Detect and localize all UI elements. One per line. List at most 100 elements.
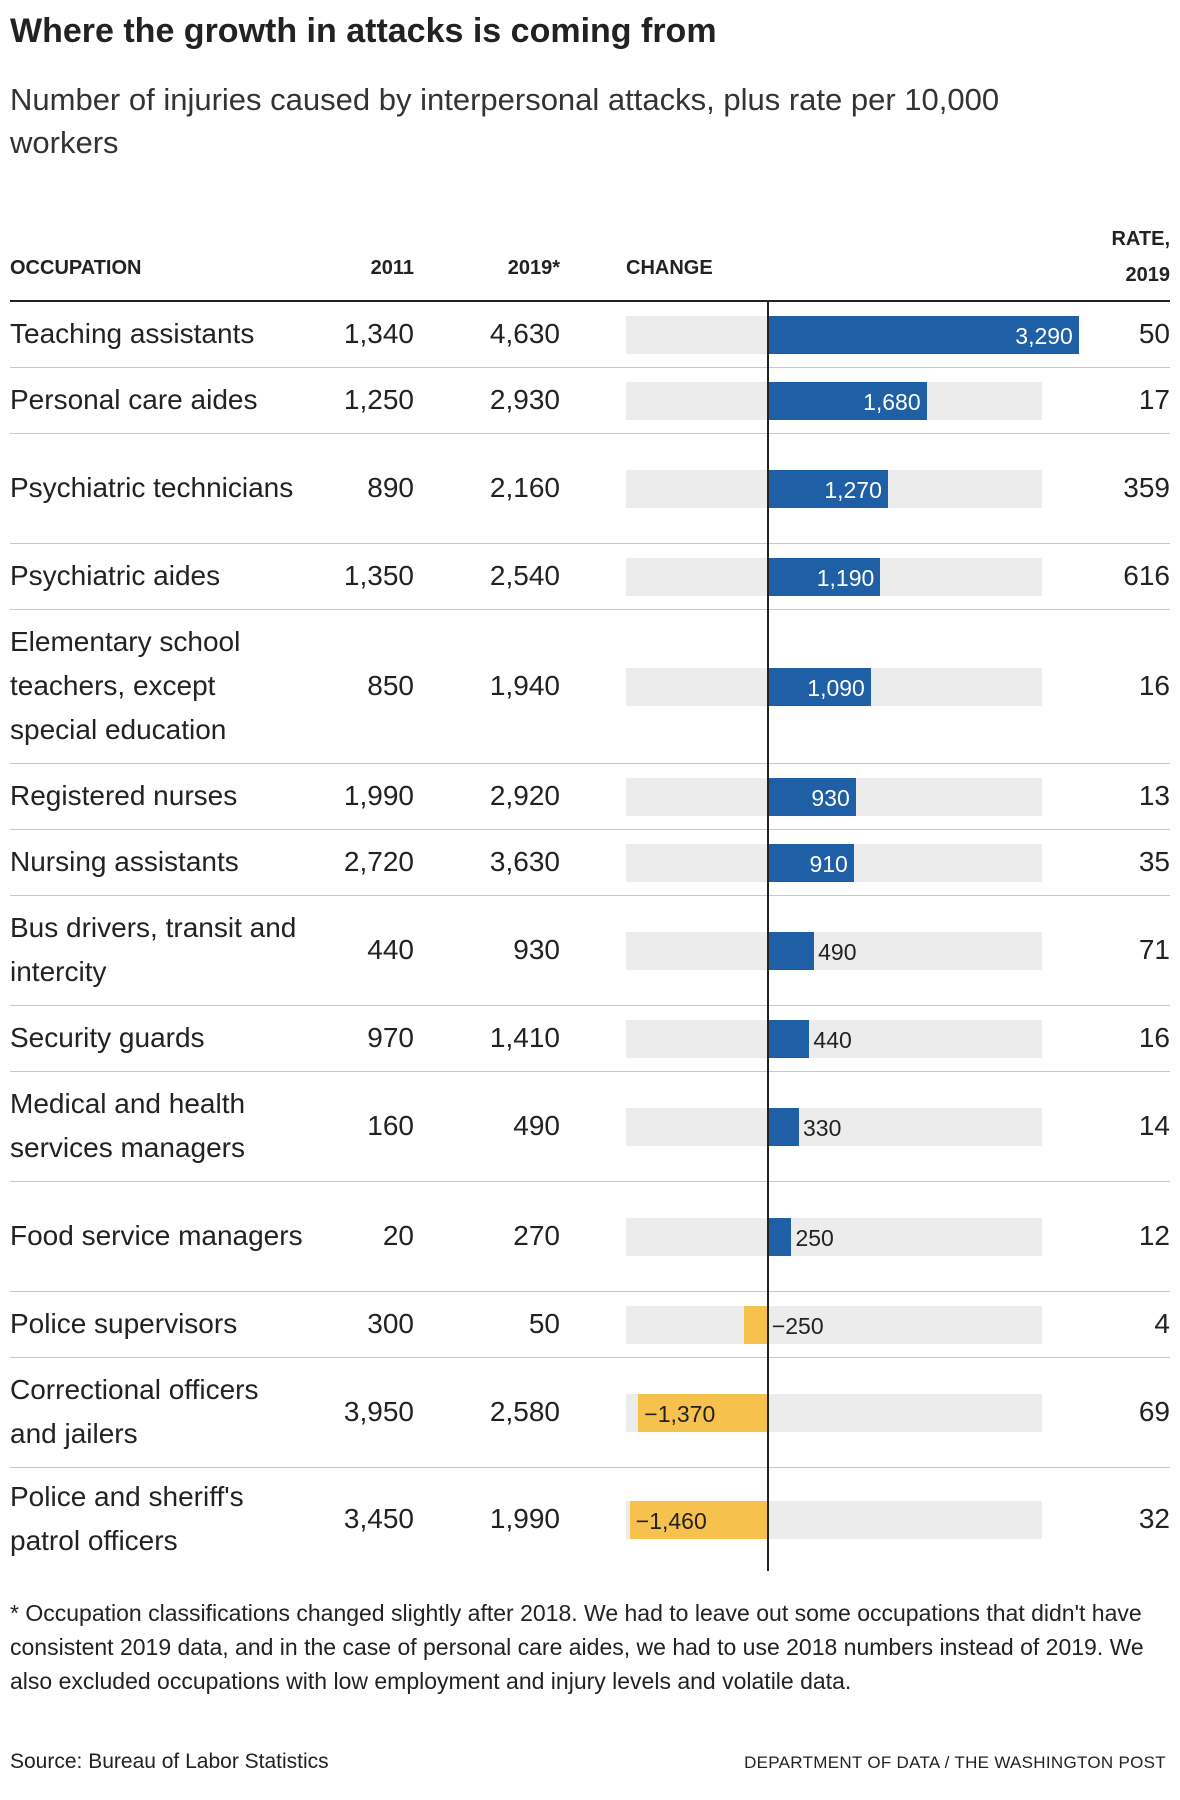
- table-row: Correctional officers and jailers 3,950 2,…: [10, 1357, 1170, 1468]
- change-bar: [767, 668, 871, 706]
- change-label: 1,090: [807, 675, 865, 701]
- value-2019-cell: 1,940: [489, 670, 560, 701]
- change-label: 440: [813, 1027, 852, 1053]
- occupation-cell: Security guards: [10, 1022, 205, 1053]
- value-2019-cell: 490: [513, 1110, 560, 1141]
- header-2019: 2019*: [507, 257, 560, 279]
- occupation-cell: Teaching assistants: [10, 318, 255, 349]
- value-2011-cell: 300: [367, 1308, 414, 1339]
- value-2011-cell: 1,350: [343, 560, 414, 591]
- value-2011-cell: 160: [367, 1110, 414, 1141]
- table-row: Medical and health services managers 160 4…: [10, 1071, 1170, 1182]
- zero-axis: [766, 301, 769, 1571]
- change-bar: [767, 558, 881, 596]
- change-bar: [767, 932, 815, 970]
- table-row: Elementary school teachers, except speci…: [10, 609, 1170, 764]
- value-2011-cell: 440: [367, 934, 414, 965]
- bar-track: [626, 932, 1042, 970]
- value-2011-cell: 2,720: [343, 846, 414, 877]
- value-2019-cell: 2,920: [489, 780, 560, 811]
- change-bar: [744, 1306, 768, 1344]
- value-2019-cell: 2,540: [489, 560, 560, 591]
- value-2011-cell: 1,340: [343, 318, 414, 349]
- value-2019-cell: 2,580: [489, 1396, 560, 1427]
- table-row: Security guards 970 1,410 16 440: [10, 1005, 1170, 1072]
- occupation-cell: Psychiatric technicians: [10, 472, 294, 503]
- value-2019-cell: 270: [513, 1220, 560, 1251]
- rate-cell: 12: [1138, 1220, 1170, 1251]
- rate-cell: 616: [1123, 560, 1170, 591]
- rate-cell: 359: [1123, 472, 1170, 503]
- change-label: −250: [771, 1313, 824, 1339]
- rate-cell: 4: [1154, 1308, 1170, 1339]
- value-2011-cell: 3,450: [343, 1503, 414, 1534]
- bar-track: [626, 1306, 1042, 1344]
- value-2011-cell: 1,990: [343, 780, 414, 811]
- credit-line: DEPARTMENT OF DATA / THE WASHINGTON POST: [744, 1753, 1166, 1772]
- header-occupation: OCCUPATION: [10, 257, 142, 279]
- source-line: Source: Bureau of Labor Statistics: [10, 1750, 329, 1773]
- change-label: −1,460: [635, 1508, 707, 1534]
- change-bar: [629, 1501, 768, 1539]
- occupation-cell: Registered nurses: [10, 780, 238, 811]
- change-bar: [767, 1218, 792, 1256]
- bar-track: [626, 1218, 1042, 1256]
- table-row: Bus drivers, transit and intercity 440 930…: [10, 895, 1170, 1006]
- table-row: Police and sheriff's patrol officers 3,45…: [10, 1467, 1170, 1571]
- table-row: Food service managers 20 270 12 250: [10, 1181, 1170, 1292]
- change-bar: [767, 778, 856, 816]
- value-2011-cell: 890: [367, 472, 414, 503]
- value-2019-cell: 930: [513, 934, 560, 965]
- change-label: 1,680: [863, 389, 921, 415]
- table-row: Registered nurses 1,990 2,920 13 930: [10, 763, 1170, 830]
- value-2019-cell: 2,160: [489, 472, 560, 503]
- occupation-cell: Bus drivers, transit and intercity: [10, 912, 297, 987]
- change-label: 1,270: [824, 477, 882, 503]
- occupation-cell: Police and sheriff's patrol officers: [10, 1481, 244, 1556]
- chart-subtitle: Number of injuries caused by interperson…: [10, 82, 1000, 160]
- value-2011-cell: 1,250: [343, 384, 414, 415]
- change-label: 490: [818, 939, 857, 965]
- value-2019-cell: 2,930: [489, 384, 560, 415]
- header-rate-line1: RATE,: [1111, 228, 1170, 250]
- occupation-cell: Police supervisors: [10, 1308, 238, 1339]
- change-label: 3,290: [1015, 323, 1073, 349]
- chart-title: Where the growth in attacks is coming fr…: [10, 12, 717, 50]
- change-bar: [767, 1108, 799, 1146]
- table-row: Police supervisors 300 50 4 −250: [10, 1291, 1170, 1358]
- change-label: 1,190: [816, 565, 875, 591]
- value-2011-cell: 20: [382, 1220, 414, 1251]
- header-rule: [10, 300, 1170, 302]
- value-2011-cell: 850: [367, 670, 414, 701]
- rate-cell: 13: [1138, 780, 1170, 811]
- value-2011-cell: 3,950: [343, 1396, 414, 1427]
- change-bar: [767, 382, 927, 420]
- header-rate: RATE, 2019: [1040, 221, 1170, 293]
- table-row: Personal care aides 1,250 2,930 17 1,680: [10, 367, 1170, 434]
- change-bar: [767, 1020, 810, 1058]
- occupation-cell: Nursing assistants: [10, 846, 239, 877]
- table-row: Nursing assistants 2,720 3,630 35 910: [10, 829, 1170, 896]
- occupation-cell: Elementary school teachers, except speci…: [10, 626, 241, 745]
- value-2019-cell: 1,990: [489, 1503, 560, 1534]
- footnote: * Occupation classifications changed sli…: [10, 1600, 1144, 1694]
- bar-track: [626, 1108, 1042, 1146]
- table-row: Psychiatric aides 1,350 2,540 616 1,190: [10, 543, 1170, 610]
- rate-cell: 17: [1138, 384, 1170, 415]
- occupation-cell: Food service managers: [10, 1220, 303, 1251]
- table-row: Teaching assistants 1,340 4,630 50 3,290: [10, 301, 1170, 368]
- table-row: Psychiatric technicians 890 2,160 359 1,270: [10, 433, 1170, 544]
- value-2019-cell: 3,630: [489, 846, 560, 877]
- value-2019-cell: 4,630: [489, 318, 560, 349]
- value-2019-cell: 1,410: [489, 1022, 560, 1053]
- occupation-cell: Correctional officers and jailers: [10, 1374, 259, 1449]
- occupation-cell: Personal care aides: [10, 384, 258, 415]
- change-label: 330: [803, 1115, 842, 1141]
- rate-cell: 50: [1138, 318, 1170, 349]
- rate-cell: 32: [1138, 1503, 1170, 1534]
- bar-track: [626, 1020, 1042, 1058]
- occupation-cell: Medical and health services managers: [10, 1088, 246, 1163]
- value-2019-cell: 50: [528, 1308, 560, 1339]
- change-label: 250: [795, 1225, 834, 1251]
- rate-cell: 35: [1138, 846, 1170, 877]
